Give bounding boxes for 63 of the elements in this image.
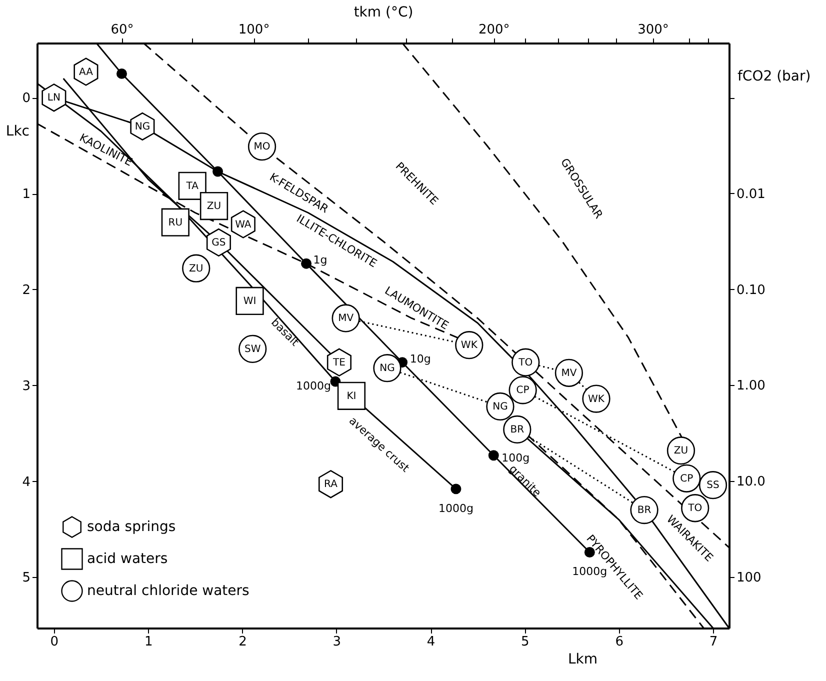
x-tick-label: 3 xyxy=(332,634,342,650)
data-label: ZU xyxy=(189,263,204,274)
y2-tick-label: 1.00 xyxy=(736,378,766,394)
y-axis-title: Lkc xyxy=(6,124,30,140)
data-label: GS xyxy=(212,237,226,248)
data-label: LN xyxy=(47,92,60,104)
data-label: ZU xyxy=(206,201,222,212)
data-label: TA xyxy=(185,180,199,192)
x-tick-label: 0 xyxy=(50,634,59,650)
x-tick-label: 5 xyxy=(521,634,530,650)
text: 100° xyxy=(238,22,270,38)
data-label: BR xyxy=(510,424,524,436)
data-label: NG xyxy=(492,401,508,412)
y2-tick-label: 10.0 xyxy=(736,474,766,490)
text: 300° xyxy=(638,22,669,38)
data-label: NG xyxy=(380,363,395,374)
data-label: MV xyxy=(561,368,577,379)
data-label: WK xyxy=(588,394,605,405)
annotation: 100g xyxy=(502,451,530,464)
x2-axis-title: tkm (°C) xyxy=(354,4,414,20)
y-tick-label: 0 xyxy=(22,91,30,106)
y-tick-label: 3 xyxy=(22,378,30,394)
x-tick-label: 4 xyxy=(426,634,436,650)
y-tick-label: 1 xyxy=(22,187,30,202)
data-label: CP xyxy=(516,385,530,396)
x-tick-label: 1 xyxy=(144,634,153,650)
data-label: BR xyxy=(637,505,652,516)
data-label: SW xyxy=(244,344,261,355)
data-label: TE xyxy=(332,357,346,368)
data-label: TO xyxy=(518,357,533,368)
y2-tick-label: 0.10 xyxy=(736,282,766,298)
text: 200° xyxy=(478,22,510,38)
y2-tick-label: 0.01 xyxy=(736,186,766,202)
y2-tick-label: 100 xyxy=(736,570,762,586)
y2-axis-title: fCO2 (bar) xyxy=(738,68,811,84)
data-label: SS xyxy=(706,480,720,492)
y-tick-label: 5 xyxy=(22,570,30,586)
data-label: RA xyxy=(324,479,338,490)
annotation: 1000g xyxy=(296,380,331,393)
x-tick-label: 2 xyxy=(238,634,247,650)
data-label: RU xyxy=(168,217,183,228)
legend-label: acid waters xyxy=(87,551,168,567)
x-axis-title: Lkm xyxy=(568,652,598,668)
text: 60° xyxy=(110,22,134,38)
x-tick-label: 6 xyxy=(615,634,624,650)
y-tick-label: 4 xyxy=(22,474,30,490)
data-label: MV xyxy=(338,313,354,324)
x-tick-label: 7 xyxy=(709,634,718,650)
data-label: KI xyxy=(346,390,356,402)
legend-label: neutral chloride waters xyxy=(87,583,250,599)
data-label: CP xyxy=(680,473,694,484)
data-label: WA xyxy=(235,219,252,230)
annotation: 10g xyxy=(410,352,431,366)
y-tick-label: 2 xyxy=(22,282,30,298)
annotation: 1000g xyxy=(438,502,474,515)
legend-label: soda springs xyxy=(87,519,176,535)
data-label: ZU xyxy=(674,446,688,457)
data-label: AA xyxy=(78,66,94,78)
data-label: NG xyxy=(134,121,150,132)
data-label: MO xyxy=(254,142,270,153)
data-label: TO xyxy=(687,503,702,514)
data-label: WI xyxy=(243,296,256,307)
data-label: WK xyxy=(460,340,478,352)
